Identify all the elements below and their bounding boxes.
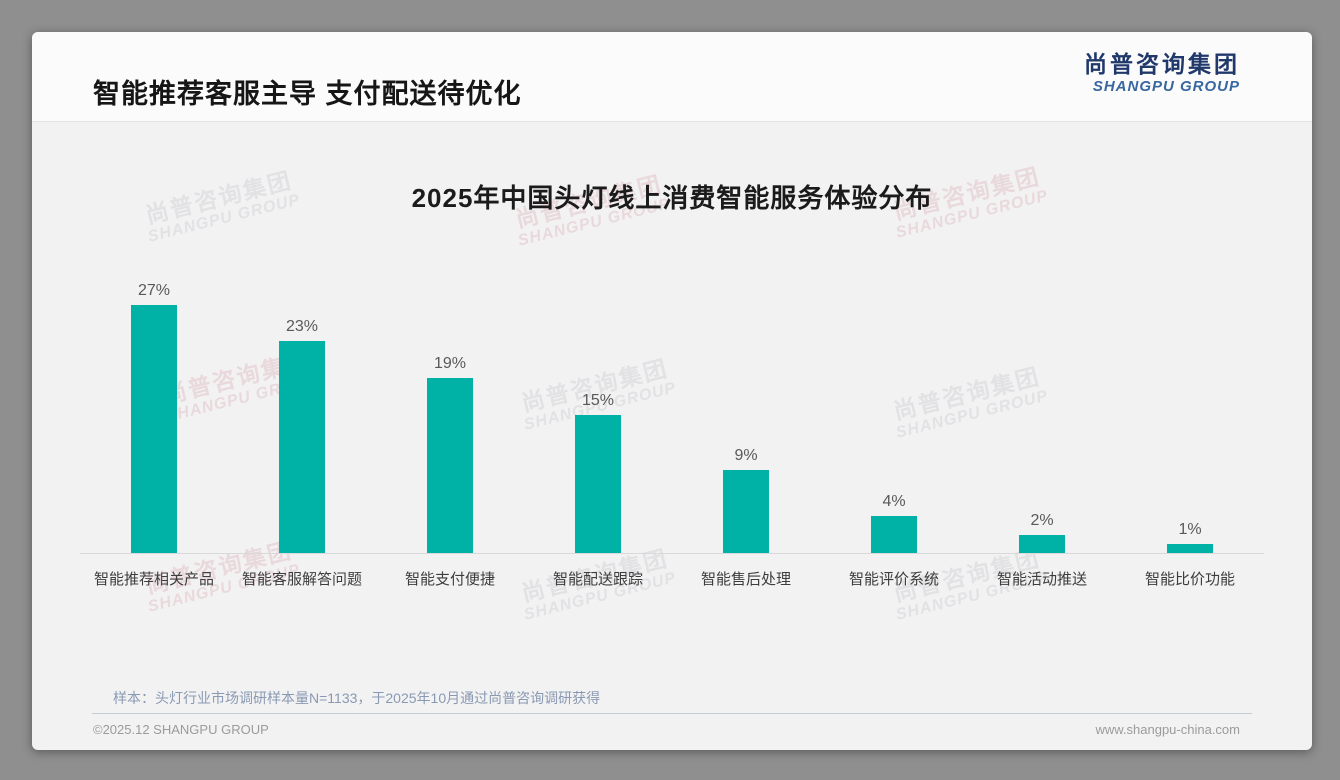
bar-slot: 2% — [968, 253, 1116, 553]
page-title: 智能推荐客服主导 支付配送待优化 — [93, 79, 522, 109]
bar-category-label: 智能售后处理 — [700, 571, 791, 588]
bar — [427, 378, 473, 553]
footer-url: www.shangpu-china.com — [1095, 722, 1240, 737]
logo-english-name: SHANGPU GROUP — [1092, 78, 1240, 96]
bar — [1167, 543, 1213, 553]
company-logo: 尚普咨询集团 SHANGPU GROUP — [1084, 51, 1240, 96]
bars-row: 27% 23% 19% 15% 9% 4% 2% 1% — [80, 253, 1264, 554]
bar-category-label: 智能客服解答问题 — [241, 571, 362, 588]
category-row: 智能推荐相关产品 智能客服解答问题 智能支付便捷 智能配送跟踪 智能售后处理 智能评价系统… — [80, 568, 1264, 589]
bar-value-label: 19% — [433, 355, 467, 373]
bar — [279, 341, 325, 553]
bar-value-label: 27% — [137, 281, 171, 299]
bar-slot: 19% — [376, 253, 524, 553]
bar-value-label: 1% — [1178, 520, 1202, 538]
footer-copyright: ©2025.12 SHANGPU GROUP — [93, 722, 269, 737]
sample-footnote: 样本：头灯行业市场调研样本量N=1133，于2025年10月通过尚普咨询调研获得 — [113, 690, 601, 706]
bar-slot: 1% — [1116, 253, 1264, 553]
footer-divider — [92, 713, 1252, 714]
bar-category-label: 智能推荐相关产品 — [93, 571, 214, 588]
bar-category-label: 智能评价系统 — [848, 571, 939, 588]
bar-value-label: 15% — [581, 392, 615, 409]
header: 智能推荐客服主导 支付配送待优化 尚普咨询集团 SHANGPU GROUP — [32, 32, 1312, 122]
bar-category-label: 智能比价功能 — [1144, 571, 1235, 588]
bar-value-label: 23% — [285, 318, 319, 336]
bar-category-label: 智能活动推送 — [996, 571, 1087, 588]
bar-value-label: 2% — [1030, 511, 1054, 529]
bar — [871, 516, 917, 553]
bar-value-label: 9% — [734, 447, 758, 465]
bar-slot: 9% — [672, 253, 820, 553]
bar-value-label: 4% — [882, 493, 906, 511]
bar-slot: 15% — [524, 253, 672, 553]
logo-chinese-name: 尚普咨询集团 — [1084, 51, 1240, 77]
bar — [131, 304, 177, 553]
slide-card: 尚普咨询集团 SHANGPU GROUP 尚普咨询集团 SHANGPU GROU… — [32, 32, 1312, 750]
bar-slot: 27% — [80, 253, 228, 553]
bar-slot: 4% — [820, 253, 968, 553]
bar — [723, 470, 769, 553]
chart-title: 2025年中国头灯线上消费智能服务体验分布 — [411, 183, 933, 213]
bar-slot: 23% — [228, 253, 376, 553]
bar-category-label: 智能支付便捷 — [404, 571, 495, 588]
bar — [1019, 534, 1065, 553]
bar-category-label: 智能配送跟踪 — [552, 571, 643, 588]
bar — [575, 415, 621, 553]
